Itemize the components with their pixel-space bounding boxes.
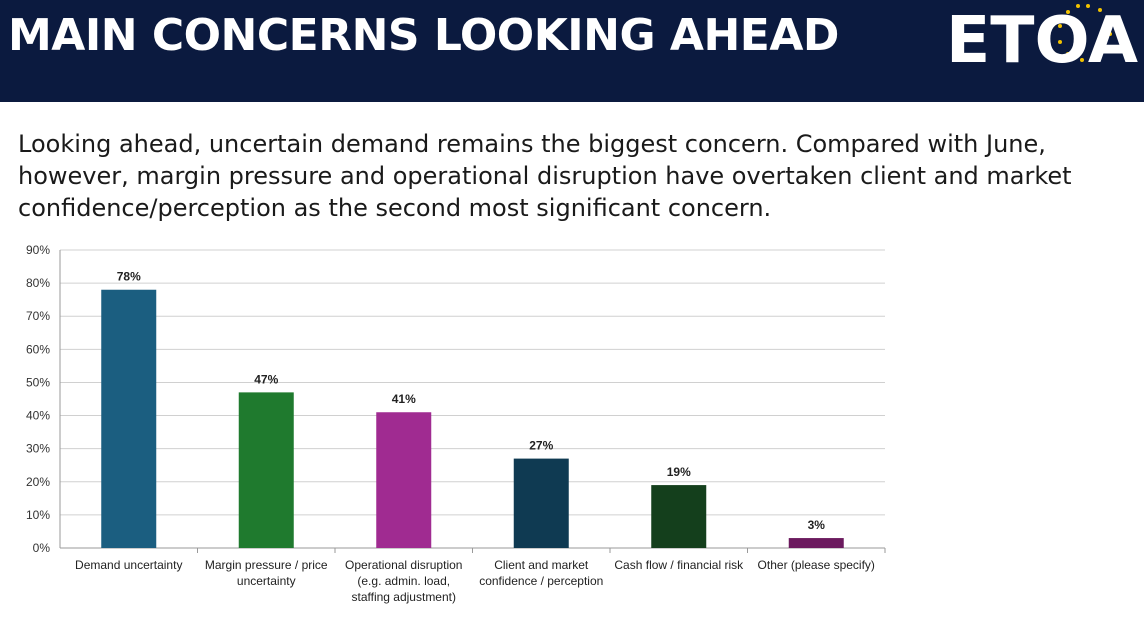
subtitle: Looking ahead, uncertain demand remains … [18,130,1072,222]
x-tick-label: confidence / perception [479,574,603,588]
x-tick-label: Margin pressure / price [205,558,328,572]
header-bar: MAIN CONCERNS LOOKING AHEAD ETOA [0,0,1144,102]
y-tick-label: 50% [26,375,50,389]
etoa-logo: ETOA [946,4,1138,70]
logo-text: ETOA [946,4,1138,70]
data-label: 41% [392,392,416,406]
x-tick-label: Client and market [494,558,589,572]
x-tick-label: Operational disruption [345,558,462,572]
data-label: 19% [667,465,691,479]
bar [101,289,157,548]
y-tick-label: 0% [33,541,51,555]
data-label: 3% [808,518,826,532]
page-title: MAIN CONCERNS LOOKING AHEAD [8,10,839,61]
y-tick-label: 80% [26,276,50,290]
bar [513,458,569,548]
data-label: 47% [254,372,278,386]
y-tick-label: 30% [26,442,50,456]
y-tick-label: 40% [26,409,50,423]
bar [788,538,844,548]
logo-stars [1058,4,1112,62]
x-tick-label: Cash flow / financial risk [614,558,744,572]
bar [238,392,294,548]
x-tick-label: (e.g. admin. load, [357,574,450,588]
x-tick-label: Demand uncertainty [75,558,182,572]
y-tick-label: 20% [26,475,50,489]
y-tick-label: 10% [26,508,50,522]
data-label: 27% [529,439,553,453]
y-tick-label: 70% [26,309,50,323]
data-label: 78% [117,270,141,284]
bar [376,412,432,548]
y-tick-label: 90% [26,243,50,257]
x-tick-label: uncertainty [237,574,296,588]
x-tick-label: staffing adjustment) [351,590,456,604]
bar-chart: 0% 10% 20% 30% 40% 50% 60% 70% 80% 90% 78% Demand u… [26,243,886,604]
x-tick-label: Other (please specify) [758,558,875,572]
y-tick-label: 60% [26,342,50,356]
bar [651,485,707,548]
